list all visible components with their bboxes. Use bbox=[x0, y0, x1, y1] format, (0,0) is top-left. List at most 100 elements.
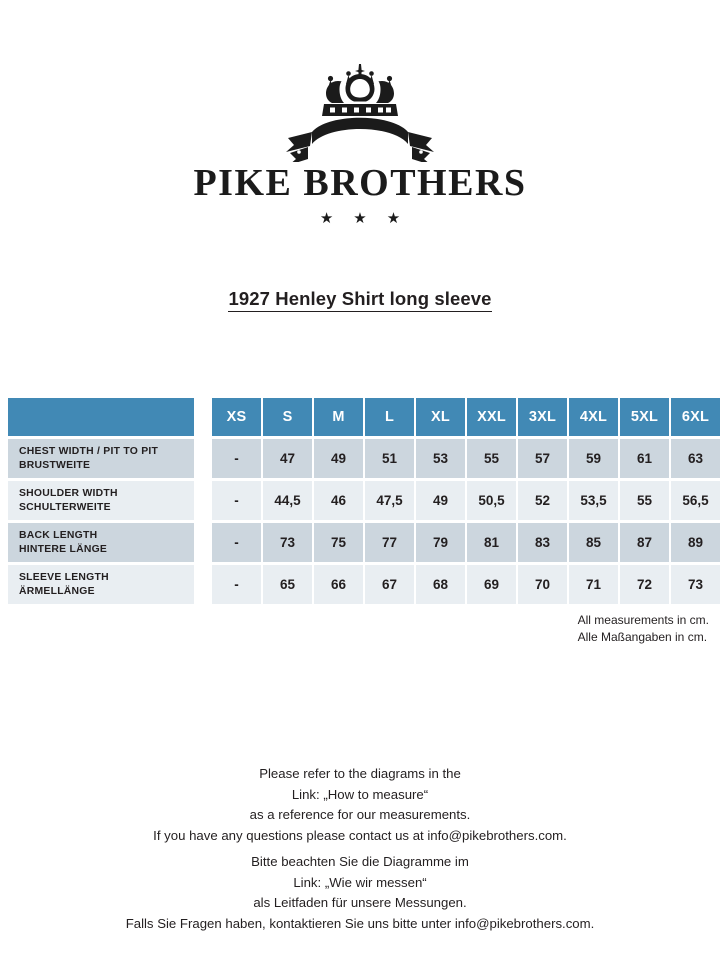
product-title-text: 1927 Henley Shirt long sleeve bbox=[228, 288, 492, 312]
footer-german: Bitte beachten Sie die Diagramme im Link… bbox=[0, 852, 720, 934]
cell-sleeve-l: 67 bbox=[365, 565, 416, 604]
col-header-xs: XS bbox=[212, 398, 263, 436]
col-header-3xl: 3XL bbox=[518, 398, 569, 436]
row-values: - 65 66 67 68 69 70 71 72 73 bbox=[212, 565, 720, 604]
crown-and-banner-icon bbox=[286, 64, 434, 162]
brand-name: PIKE BROTHERS bbox=[193, 162, 527, 204]
cell-chest-3xl: 57 bbox=[518, 439, 569, 478]
cell-back-4xl: 85 bbox=[569, 523, 620, 562]
cell-chest-5xl: 61 bbox=[620, 439, 671, 478]
measurement-unit-note: All measurements in cm. Alle Maßangaben … bbox=[578, 612, 709, 646]
col-header-s: S bbox=[263, 398, 314, 436]
table-row: SHOULDER WIDTH SCHULTERWEITE - 44,5 46 4… bbox=[0, 481, 720, 520]
cell-shoulder-4xl: 53,5 bbox=[569, 481, 620, 520]
cell-chest-m: 49 bbox=[314, 439, 365, 478]
header-spacer bbox=[194, 398, 212, 436]
row-divider bbox=[0, 562, 720, 565]
row-values: - 47 49 51 53 55 57 59 61 63 bbox=[212, 439, 720, 478]
brand-stars-icon: ★★★ bbox=[319, 210, 421, 227]
cell-back-l: 77 bbox=[365, 523, 416, 562]
footer-de-line-1: Bitte beachten Sie die Diagramme im bbox=[251, 854, 469, 869]
table-header-row: XS S M L XL XXL 3XL 4XL 5XL 6XL bbox=[0, 398, 720, 436]
size-chart-table: XS S M L XL XXL 3XL 4XL 5XL 6XL CHEST WI… bbox=[0, 398, 720, 604]
cell-sleeve-4xl: 71 bbox=[569, 565, 620, 604]
cell-shoulder-s: 44,5 bbox=[263, 481, 314, 520]
cell-shoulder-3xl: 52 bbox=[518, 481, 569, 520]
row-label-en: BACK LENGTH bbox=[19, 530, 98, 541]
table-row: CHEST WIDTH / PIT TO PIT BRUSTWEITE - 47… bbox=[0, 439, 720, 478]
cell-back-s: 73 bbox=[263, 523, 314, 562]
cell-sleeve-xxl: 69 bbox=[467, 565, 518, 604]
cell-shoulder-m: 46 bbox=[314, 481, 365, 520]
cell-chest-6xl: 63 bbox=[671, 439, 720, 478]
row-spacer bbox=[194, 439, 212, 478]
row-label-chest-width: CHEST WIDTH / PIT TO PIT BRUSTWEITE bbox=[8, 439, 194, 478]
row-spacer bbox=[194, 481, 212, 520]
cell-sleeve-s: 65 bbox=[263, 565, 314, 604]
cell-sleeve-m: 66 bbox=[314, 565, 365, 604]
cell-back-5xl: 87 bbox=[620, 523, 671, 562]
footer-en-line-3: as a reference for our measurements. bbox=[249, 807, 471, 822]
row-label-en: SLEEVE LENGTH bbox=[19, 572, 109, 583]
cell-shoulder-xxl: 50,5 bbox=[467, 481, 518, 520]
cell-back-xxl: 81 bbox=[467, 523, 518, 562]
header-label-cell bbox=[8, 398, 194, 436]
col-header-5xl: 5XL bbox=[620, 398, 671, 436]
footer-de-line-2: Link: „Wie wir messen“ bbox=[293, 874, 427, 890]
table-row: SLEEVE LENGTH ÄRMELLÄNGE - 65 66 67 68 6… bbox=[0, 565, 720, 604]
row-label-de: ÄRMELLÄNGE bbox=[19, 585, 95, 597]
cell-shoulder-6xl: 56,5 bbox=[671, 481, 720, 520]
cell-chest-xxl: 55 bbox=[467, 439, 518, 478]
cell-back-m: 75 bbox=[314, 523, 365, 562]
cell-chest-4xl: 59 bbox=[569, 439, 620, 478]
footer-en-line-2: Link: „How to measure“ bbox=[291, 786, 429, 802]
row-spacer bbox=[194, 523, 212, 562]
measurement-note-de: Alle Maßangaben in cm. bbox=[577, 630, 708, 644]
col-header-m: M bbox=[314, 398, 365, 436]
row-label-de: SCHULTERWEITE bbox=[19, 501, 111, 513]
cell-sleeve-6xl: 73 bbox=[671, 565, 720, 604]
cell-sleeve-5xl: 72 bbox=[620, 565, 671, 604]
cell-shoulder-xl: 49 bbox=[416, 481, 467, 520]
row-divider bbox=[0, 478, 720, 481]
brand-logo: PIKE BROTHERS ★★★ bbox=[0, 62, 720, 226]
row-divider bbox=[0, 520, 720, 523]
cell-shoulder-l: 47,5 bbox=[365, 481, 416, 520]
footer-english: Please refer to the diagrams in the Link… bbox=[0, 764, 720, 846]
cell-back-xl: 79 bbox=[416, 523, 467, 562]
footer-en-line-4: If you have any questions please contact… bbox=[153, 827, 567, 843]
row-spacer bbox=[194, 565, 212, 604]
col-header-l: L bbox=[365, 398, 416, 436]
row-values: - 73 75 77 79 81 83 85 87 89 bbox=[212, 523, 720, 562]
row-label-de: BRUSTWEITE bbox=[19, 459, 91, 471]
cell-chest-s: 47 bbox=[263, 439, 314, 478]
header-size-cells: XS S M L XL XXL 3XL 4XL 5XL 6XL bbox=[212, 398, 720, 436]
col-header-6xl: 6XL bbox=[671, 398, 720, 436]
page-title: 1927 Henley Shirt long sleeve bbox=[0, 288, 720, 312]
row-label-shoulder-width: SHOULDER WIDTH SCHULTERWEITE bbox=[8, 481, 194, 520]
cell-shoulder-xs: - bbox=[212, 481, 263, 520]
footer-en-line-1: Please refer to the diagrams in the bbox=[259, 766, 461, 781]
cell-shoulder-5xl: 55 bbox=[620, 481, 671, 520]
row-label-back-length: BACK LENGTH HINTERE LÄNGE bbox=[8, 523, 194, 562]
footer-de-line-3: als Leitfaden für unsere Messungen. bbox=[253, 895, 467, 910]
col-header-xxl: XXL bbox=[467, 398, 518, 436]
row-label-sleeve-length: SLEEVE LENGTH ÄRMELLÄNGE bbox=[8, 565, 194, 604]
cell-sleeve-xl: 68 bbox=[416, 565, 467, 604]
cell-back-3xl: 83 bbox=[518, 523, 569, 562]
cell-back-6xl: 89 bbox=[671, 523, 720, 562]
col-header-4xl: 4XL bbox=[569, 398, 620, 436]
cell-chest-xs: - bbox=[212, 439, 263, 478]
cell-sleeve-3xl: 70 bbox=[518, 565, 569, 604]
row-divider bbox=[0, 436, 720, 439]
row-values: - 44,5 46 47,5 49 50,5 52 53,5 55 56,5 bbox=[212, 481, 720, 520]
cell-back-xs: - bbox=[212, 523, 263, 562]
measurement-note-en: All measurements in cm. bbox=[577, 613, 709, 627]
footer-de-line-4: Falls Sie Fragen haben, kontaktieren Sie… bbox=[125, 915, 595, 931]
cell-chest-xl: 53 bbox=[416, 439, 467, 478]
row-label-en: SHOULDER WIDTH bbox=[19, 488, 118, 499]
row-label-de: HINTERE LÄNGE bbox=[19, 543, 108, 555]
cell-sleeve-xs: - bbox=[212, 565, 263, 604]
table-row: BACK LENGTH HINTERE LÄNGE - 73 75 77 79 … bbox=[0, 523, 720, 562]
row-label-en: CHEST WIDTH / PIT TO PIT bbox=[19, 446, 159, 457]
